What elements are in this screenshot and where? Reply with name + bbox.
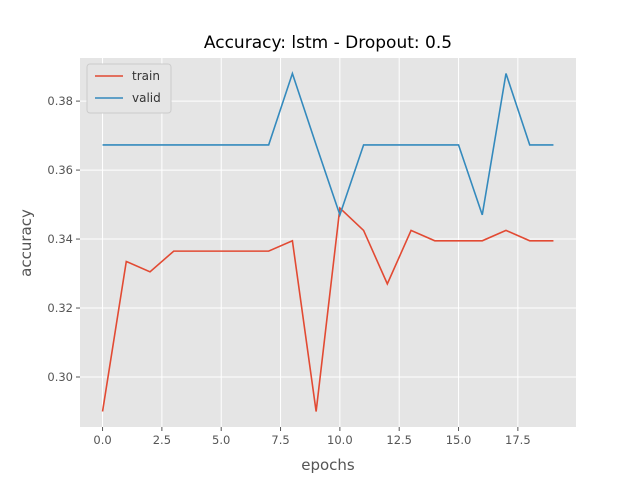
x-tick-label: 7.5: [271, 433, 289, 447]
y-tick-label: 0.32: [47, 301, 73, 315]
x-tick-label: 12.5: [386, 433, 412, 447]
y-tick-label: 0.38: [47, 94, 73, 108]
y-tick-label: 0.36: [47, 163, 73, 177]
x-tick-label: 15.0: [446, 433, 472, 447]
x-tick-label: 2.5: [153, 433, 171, 447]
x-tick-label: 0.0: [93, 433, 111, 447]
y-tick-label: 0.34: [47, 232, 73, 246]
y-tick-label: 0.30: [47, 370, 73, 384]
series-lines: [101, 70, 554, 412]
x-axis-label: epochs: [301, 456, 355, 474]
x-tick-label: 17.5: [505, 433, 531, 447]
y-axis-ticks: 0.30 0.32 0.34 0.36 0.38: [47, 94, 80, 384]
x-tick-label: 10.0: [327, 433, 353, 447]
series-line-train: [101, 206, 554, 412]
plot-background: [80, 58, 576, 427]
series-line-valid: [102, 70, 554, 218]
legend-label-valid: valid: [132, 91, 161, 105]
x-tick-label: 5.0: [212, 433, 230, 447]
x-axis-ticks: 0.0 2.5 5.0 7.5 10.0 12.5 15.0 17.5: [93, 427, 531, 447]
legend: train valid: [86, 63, 172, 114]
chart-title: Accuracy: lstm - Dropout: 0.5: [204, 33, 452, 53]
legend-label-train: train: [132, 69, 160, 83]
y-axis-label: accuracy: [17, 209, 35, 277]
